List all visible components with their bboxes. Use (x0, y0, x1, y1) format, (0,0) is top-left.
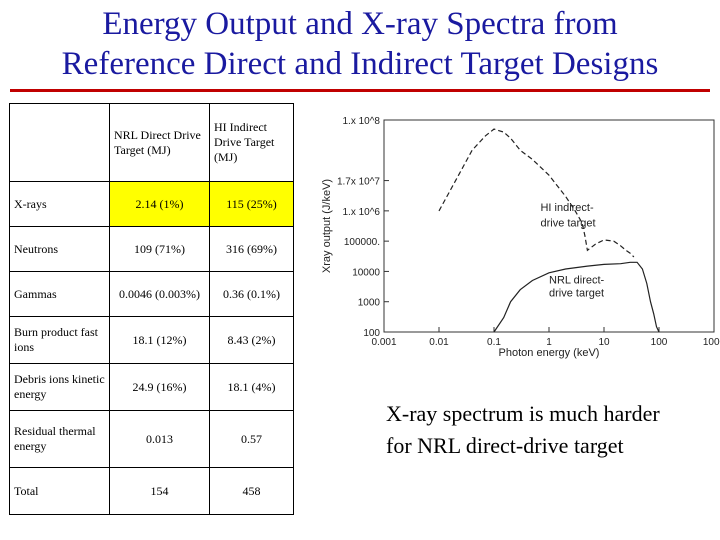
table-row: Burn product fast ions 18.1 (12%) 8.43 (… (9, 316, 294, 364)
nrl-value: 0.013 (109, 410, 210, 468)
page-title: Energy Output and X-ray Spectra from Ref… (0, 4, 720, 84)
title-divider (10, 89, 710, 92)
caption-line-1: X-ray spectrum is much harder (386, 401, 660, 426)
y-tick-label: 1.7x 10^7 (337, 177, 380, 188)
curve-annotation: NRL direct- (549, 274, 605, 286)
nrl-value: 109 (71%) (109, 226, 210, 272)
row-label: Gammas (9, 271, 110, 317)
hi-value: 458 (209, 467, 294, 515)
row-label: Debris ions kinetic energy (9, 363, 110, 411)
table-header-row: NRL Direct Drive Target (MJ) HI Indirect… (9, 103, 294, 182)
hi-value: 18.1 (4%) (209, 363, 294, 411)
table-row: Gammas 0.0046 (0.003%) 0.36 (0.1%) (9, 271, 294, 317)
row-label: Residual thermal energy (9, 410, 110, 468)
table-row: Debris ions kinetic energy 24.9 (16%) 18… (9, 363, 294, 411)
table-row: Neutrons 109 (71%) 316 (69%) (9, 226, 294, 272)
header-blank-cell (9, 103, 110, 182)
x-tick-label: 10 (598, 337, 610, 348)
nrl-value: 0.0046 (0.003%) (109, 271, 210, 317)
header-hi: HI Indirect Drive Target (MJ) (209, 103, 294, 182)
hi-value: 0.57 (209, 410, 294, 468)
curve-annotation: drive target (549, 287, 604, 299)
nrl-value: 18.1 (12%) (109, 316, 210, 364)
xray-spectrum-plot: 0.001 0.01 0.1 1 10 100 1000 100 1000 10000 100000… (321, 116, 720, 359)
y-tick-label: 1.x 10^6 (343, 207, 381, 218)
row-label: Total (9, 467, 110, 515)
title-line-1: Energy Output and X-ray Spectra from (102, 6, 618, 42)
xray-spectrum-chart: 0.001 0.01 0.1 1 10 100 1000 100 1000 10000 100000… (318, 106, 720, 364)
hi-value: 316 (69%) (209, 226, 294, 272)
row-label: Burn product fast ions (9, 316, 110, 364)
table-row: X-rays 2.14 (1%) 115 (25%) (9, 181, 294, 227)
hi-value: 0.36 (0.1%) (209, 271, 294, 317)
curve-annotation: drive target (540, 218, 595, 230)
hi-indirect-drive-series-line (438, 128, 635, 258)
caption-line-2: for NRL direct-drive target (386, 433, 624, 458)
hi-value: 8.43 (2%) (209, 316, 294, 364)
y-tick-label: 100000. (344, 237, 380, 248)
y-tick-label: 100 (363, 328, 380, 339)
x-tick-label: 0.01 (429, 337, 449, 348)
x-tick-label: 0.1 (487, 337, 501, 348)
y-axis-label: Xray output (J/keV) (321, 179, 333, 273)
nrl-direct-drive-series-line (493, 261, 660, 333)
x-tick-label: 1 (546, 337, 552, 348)
x-tick-label: 1000 (703, 337, 720, 348)
nrl-value: 24.9 (16%) (109, 363, 210, 411)
hi-value: 115 (25%) (209, 181, 294, 227)
table-row: Total 154 458 (9, 467, 294, 515)
y-tick-label: 1000 (358, 298, 381, 309)
x-tick-label: 0.001 (371, 337, 396, 348)
x-tick-label: 100 (651, 337, 668, 348)
row-label: X-rays (9, 181, 110, 227)
title-line-2: Reference Direct and Indirect Target Des… (61, 46, 659, 82)
row-label: Neutrons (9, 226, 110, 272)
energy-output-table: NRL Direct Drive Target (MJ) HI Indirect… (9, 103, 294, 515)
nrl-value: 154 (109, 467, 210, 515)
curve-annotation: HI indirect- (540, 202, 594, 214)
header-nrl: NRL Direct Drive Target (MJ) (109, 103, 210, 182)
nrl-value: 2.14 (1%) (109, 181, 210, 227)
y-tick-label: 1.x 10^8 (343, 116, 381, 127)
caption: X-ray spectrum is much harder for NRL di… (386, 398, 716, 462)
table-row: Residual thermal energy 0.013 0.57 (9, 410, 294, 468)
x-axis-label: Photon energy (keV) (499, 347, 600, 359)
y-tick-label: 10000 (352, 267, 380, 278)
